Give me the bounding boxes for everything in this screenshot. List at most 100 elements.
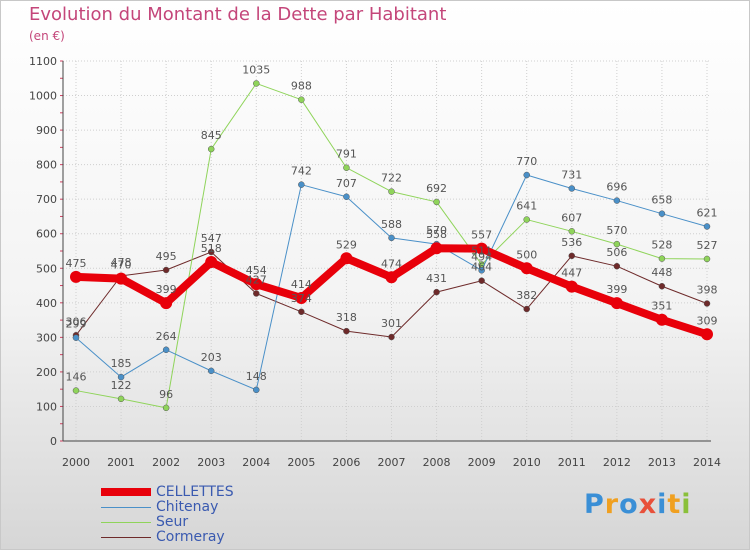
data-point-seur: [72, 387, 80, 394]
data-label-chitenay: 570: [426, 224, 447, 237]
data-point-cellettes: [655, 313, 668, 326]
data-point-chitenay: [253, 386, 260, 394]
data-point-seur: [523, 216, 530, 223]
data-point-cellettes: [205, 256, 218, 269]
data-label-cormeray: 448: [651, 266, 672, 279]
data-point-seur: [298, 96, 305, 103]
data-label-seur: 122: [111, 379, 132, 392]
data-point-cellettes: [115, 272, 128, 285]
data-label-cellettes: 518: [201, 242, 222, 255]
data-label-cormeray: 427: [246, 273, 267, 286]
data-point-chitenay: [658, 210, 666, 217]
data-point-chitenay: [117, 373, 125, 381]
data-label-cormeray: 301: [381, 317, 402, 330]
data-point-cormeray: [253, 290, 260, 297]
data-label-cormeray: 306: [66, 315, 87, 328]
data-point-seur: [253, 80, 260, 87]
data-point-cormeray: [703, 300, 711, 307]
y-tick-label: 700: [36, 193, 57, 206]
data-point-chitenay: [72, 334, 80, 341]
data-point-chitenay: [613, 197, 621, 204]
data-label-seur: 1035: [242, 63, 270, 76]
y-tick-label: 800: [36, 159, 57, 172]
data-label-chitenay: 264: [156, 330, 177, 343]
data-point-cormeray: [523, 305, 530, 313]
y-tick-label: 400: [36, 297, 57, 310]
data-label-chitenay: 588: [381, 218, 402, 231]
x-tick-label: 2000: [62, 456, 90, 469]
data-label-cellettes: 474: [381, 257, 402, 270]
logo-letter: o: [619, 489, 639, 520]
data-label-chitenay: 742: [291, 165, 312, 178]
data-point-chitenay: [703, 223, 711, 230]
data-label-seur: 791: [336, 148, 357, 161]
legend-swatch: [101, 507, 151, 508]
data-label-chitenay: 494: [471, 250, 492, 263]
proxiti-logo: Proxiti: [584, 489, 692, 520]
data-point-cormeray: [162, 266, 170, 274]
y-tick-label: 300: [36, 331, 57, 344]
x-tick-label: 2006: [332, 456, 360, 469]
y-tick-label: 100: [36, 400, 57, 413]
logo-letter: i: [657, 489, 668, 520]
data-label-cellettes: 309: [697, 314, 718, 327]
data-label-seur: 570: [606, 224, 627, 237]
data-label-cellettes: 475: [66, 257, 87, 270]
data-label-chitenay: 148: [246, 370, 267, 383]
data-point-cellettes: [475, 242, 488, 255]
data-label-seur: 146: [66, 371, 87, 384]
y-tick-label: 1000: [29, 90, 57, 103]
data-point-cellettes: [430, 242, 443, 255]
data-point-chitenay: [162, 346, 170, 354]
x-tick-label: 2003: [197, 456, 225, 469]
data-label-seur: 527: [697, 239, 718, 252]
data-label-cellettes: 447: [561, 267, 582, 280]
x-tick-label: 2009: [468, 456, 496, 469]
data-point-cellettes: [701, 328, 713, 341]
data-label-cellettes: 399: [606, 283, 627, 296]
data-point-cellettes: [520, 262, 533, 275]
data-point-cellettes: [385, 271, 398, 284]
y-tick-label: 500: [36, 262, 57, 275]
x-tick-label: 2011: [558, 456, 586, 469]
x-tick-label: 2008: [423, 456, 451, 469]
data-label-chitenay: 707: [336, 177, 357, 190]
legend-label: Cormeray: [156, 529, 225, 545]
legend-swatch: [101, 488, 151, 496]
data-label-chitenay: 658: [651, 194, 672, 207]
data-label-seur: 722: [381, 172, 402, 185]
logo-letter: t: [667, 489, 682, 520]
data-label-chitenay: 696: [606, 181, 627, 194]
data-label-cormeray: 536: [561, 236, 582, 249]
y-tick-label: 900: [36, 124, 57, 137]
data-point-seur: [388, 188, 395, 195]
data-label-cellettes: 351: [651, 300, 672, 313]
x-tick-label: 2012: [603, 456, 631, 469]
data-point-chitenay: [388, 234, 395, 242]
data-point-seur: [703, 255, 711, 263]
data-label-cormeray: 506: [606, 246, 627, 259]
data-point-cormeray: [207, 248, 215, 256]
data-label-chitenay: 731: [561, 168, 582, 181]
data-point-cellettes: [295, 291, 308, 304]
logo-letter: x: [638, 489, 658, 520]
data-label-cormeray: 382: [516, 289, 537, 302]
data-label-seur: 607: [561, 211, 582, 224]
data-point-cellettes: [610, 297, 623, 310]
data-label-cellettes: 454: [246, 264, 267, 277]
data-label-chitenay: 203: [201, 351, 222, 364]
data-point-cellettes: [340, 252, 353, 265]
y-tick-label: 600: [36, 228, 57, 241]
data-label-cormeray: 547: [201, 232, 222, 245]
data-point-seur: [568, 228, 576, 235]
data-point-cormeray: [343, 327, 350, 335]
x-tick-label: 2014: [693, 456, 721, 469]
x-tick-label: 2005: [287, 456, 315, 469]
data-label-chitenay: 770: [516, 155, 537, 168]
legend-label: CELLETTES: [156, 484, 234, 500]
data-label-cormeray: 374: [291, 292, 312, 305]
logo-letter: P: [584, 489, 605, 520]
data-label-seur: 96: [159, 388, 173, 401]
data-label-cormeray: 318: [336, 311, 357, 324]
